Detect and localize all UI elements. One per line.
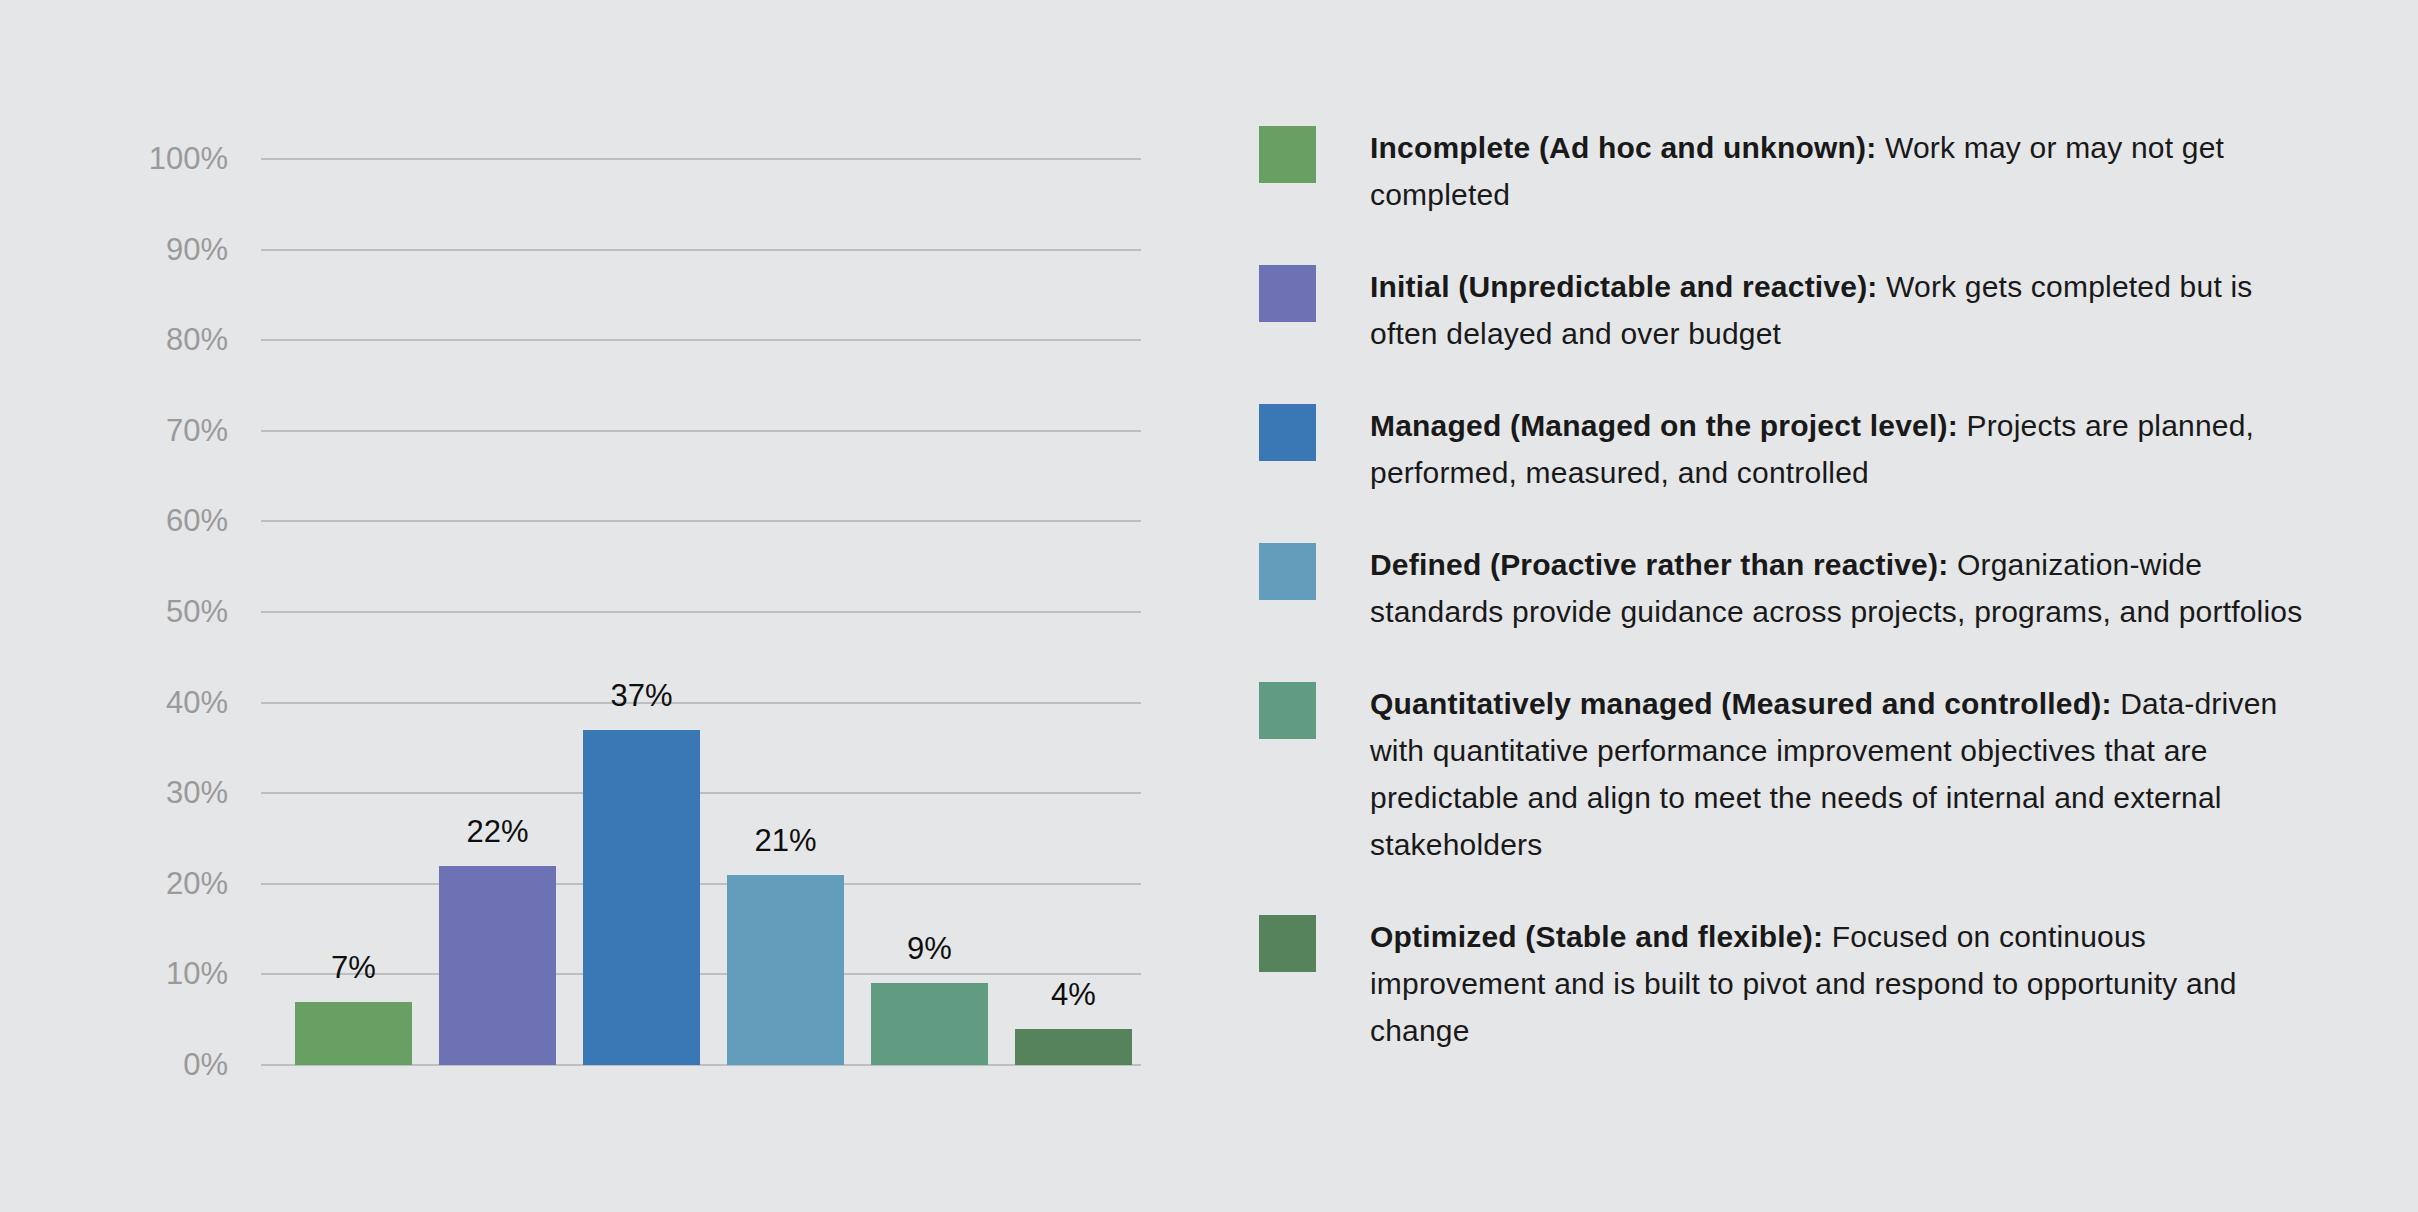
gridline — [261, 702, 1141, 704]
bar-optimized — [1015, 1029, 1132, 1065]
y-axis-tick-label: 100% — [149, 141, 228, 177]
gridline — [261, 520, 1141, 522]
gridline — [261, 339, 1141, 341]
gridline — [261, 611, 1141, 613]
plot-area: 100%90%80%70%60%50%40%30%20%10%0%7%22%37… — [261, 159, 1141, 1065]
bar-initial — [439, 866, 556, 1065]
y-axis-tick-label: 10% — [166, 956, 228, 992]
legend-item-text: Incomplete (Ad hoc and unknown): Work ma… — [1370, 124, 2315, 218]
bar-quantitatively-managed — [871, 983, 988, 1065]
y-axis-tick-label: 0% — [183, 1047, 228, 1083]
legend-swatch — [1259, 404, 1316, 461]
bar-defined — [727, 875, 844, 1065]
legend-item-text: Initial (Unpredictable and reactive): Wo… — [1370, 263, 2315, 357]
y-axis-tick-label: 50% — [166, 594, 228, 630]
legend-item-title: Initial (Unpredictable and reactive): — [1370, 270, 1878, 303]
y-axis-tick-label: 40% — [166, 685, 228, 721]
y-axis-tick-label: 20% — [166, 866, 228, 902]
y-axis-tick-label: 30% — [166, 775, 228, 811]
legend-item: Quantitatively managed (Measured and con… — [1259, 680, 2315, 868]
y-axis-tick-label: 70% — [166, 413, 228, 449]
legend-item-text: Optimized (Stable and flexible): Focused… — [1370, 913, 2315, 1054]
gridline — [261, 883, 1141, 885]
legend-item-title: Managed (Managed on the project level): — [1370, 409, 1958, 442]
legend-item-title: Incomplete (Ad hoc and unknown): — [1370, 131, 1876, 164]
gridline — [261, 158, 1141, 160]
legend-item: Initial (Unpredictable and reactive): Wo… — [1259, 263, 2315, 357]
legend-item: Defined (Proactive rather than reactive)… — [1259, 541, 2315, 635]
legend-item-title: Quantitatively managed (Measured and con… — [1370, 687, 2112, 720]
bar-managed — [583, 730, 700, 1065]
legend-swatch — [1259, 682, 1316, 739]
y-axis-tick-label: 80% — [166, 322, 228, 358]
legend-item-text: Defined (Proactive rather than reactive)… — [1370, 541, 2315, 635]
bar-value-label: 7% — [295, 950, 412, 986]
legend-swatch — [1259, 265, 1316, 322]
legend-item: Incomplete (Ad hoc and unknown): Work ma… — [1259, 124, 2315, 218]
bar-value-label: 21% — [727, 823, 844, 859]
legend-item-text: Quantitatively managed (Measured and con… — [1370, 680, 2315, 868]
legend-item-text: Managed (Managed on the project level): … — [1370, 402, 2315, 496]
legend-swatch — [1259, 543, 1316, 600]
bar-value-label: 9% — [871, 931, 988, 967]
gridline — [261, 792, 1141, 794]
y-axis-tick-label: 60% — [166, 503, 228, 539]
legend-item: Optimized (Stable and flexible): Focused… — [1259, 913, 2315, 1054]
gridline — [261, 249, 1141, 251]
legend-swatch — [1259, 915, 1316, 972]
gridline — [261, 430, 1141, 432]
bar-value-label: 4% — [1015, 977, 1132, 1013]
maturity-bar-chart-figure: 100% 90% 80% 70% 60% 50% 40% 30% 20% 10% 0% 7% 22% 37… — [0, 0, 2418, 1212]
legend-swatch — [1259, 126, 1316, 183]
legend-item-title: Optimized (Stable and flexible): — [1370, 920, 1823, 953]
bar-incomplete — [295, 1002, 412, 1065]
y-axis-tick-label: 90% — [166, 232, 228, 268]
bar-value-label: 37% — [583, 678, 700, 714]
legend-item-title: Defined (Proactive rather than reactive)… — [1370, 548, 1948, 581]
bar-value-label: 22% — [439, 814, 556, 850]
legend: Incomplete (Ad hoc and unknown): Work ma… — [1259, 124, 2315, 1054]
legend-item: Managed (Managed on the project level): … — [1259, 402, 2315, 496]
